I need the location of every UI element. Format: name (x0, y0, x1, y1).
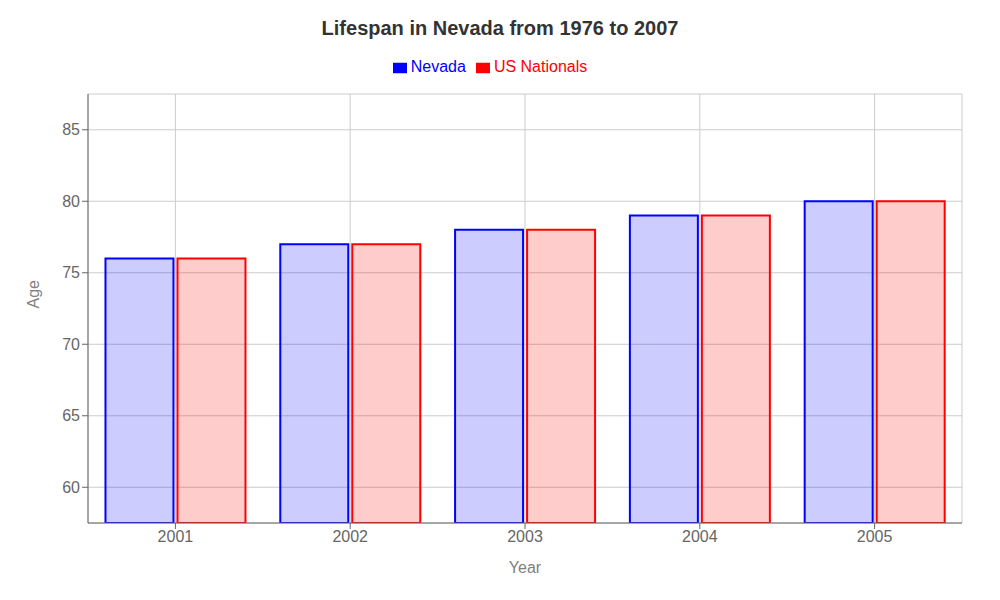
html-text:US Nationals: US Nationals (493, 58, 588, 75)
html-text:Lifespan in Nevada from 1976 t: Lifespan in Nevada from 1976 to 2007 (321, 17, 679, 39)
svg-text:65: 65 (62, 407, 80, 424)
svg-text:85: 85 (62, 121, 80, 138)
svg-text:2003: 2003 (507, 528, 543, 545)
svg-text:2005: 2005 (857, 528, 893, 545)
svg-text:2004: 2004 (682, 528, 718, 545)
html-text:Nevada: Nevada (410, 58, 466, 75)
svg-text:Age: Age (25, 280, 42, 309)
svg-text:Year: Year (509, 559, 542, 576)
svg-text:2002: 2002 (332, 528, 368, 545)
svg-text:75: 75 (62, 264, 80, 281)
svg-text:70: 70 (62, 336, 80, 353)
svg-text:60: 60 (62, 479, 80, 496)
svg-text:80: 80 (62, 193, 80, 210)
svg-text:2001: 2001 (158, 528, 194, 545)
